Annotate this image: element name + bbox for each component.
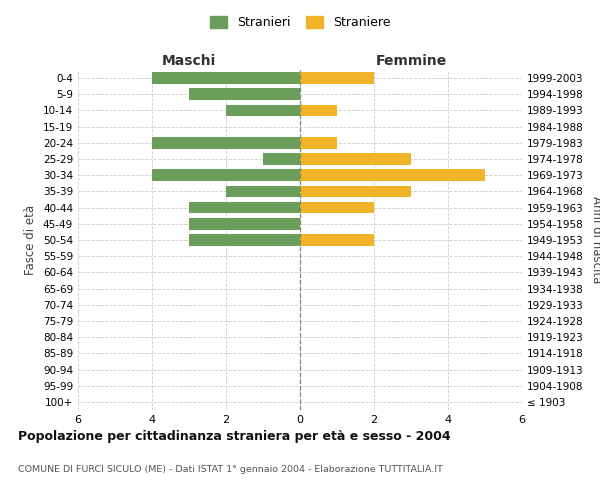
Text: Popolazione per cittadinanza straniera per età e sesso - 2004: Popolazione per cittadinanza straniera p… xyxy=(18,430,451,443)
Text: COMUNE DI FURCI SICULO (ME) - Dati ISTAT 1° gennaio 2004 - Elaborazione TUTTITAL: COMUNE DI FURCI SICULO (ME) - Dati ISTAT… xyxy=(18,465,443,474)
Bar xyxy=(189,234,300,246)
Legend: Stranieri, Straniere: Stranieri, Straniere xyxy=(205,11,395,34)
Bar xyxy=(152,72,300,84)
Bar xyxy=(300,104,337,117)
Bar xyxy=(300,202,374,213)
Bar xyxy=(189,88,300,100)
Bar xyxy=(300,170,485,181)
Bar xyxy=(226,104,300,117)
Bar xyxy=(263,153,300,165)
Bar xyxy=(226,186,300,198)
Bar xyxy=(300,153,411,165)
Bar xyxy=(300,234,374,246)
Y-axis label: Fasce di età: Fasce di età xyxy=(25,205,37,275)
Y-axis label: Anni di nascita: Anni di nascita xyxy=(590,196,600,284)
Text: Femmine: Femmine xyxy=(376,54,446,68)
Bar xyxy=(300,72,374,84)
Bar xyxy=(189,218,300,230)
Bar xyxy=(300,186,411,198)
Text: Maschi: Maschi xyxy=(162,54,216,68)
Bar xyxy=(189,202,300,213)
Bar xyxy=(300,137,337,148)
Bar xyxy=(152,170,300,181)
Bar xyxy=(152,137,300,148)
